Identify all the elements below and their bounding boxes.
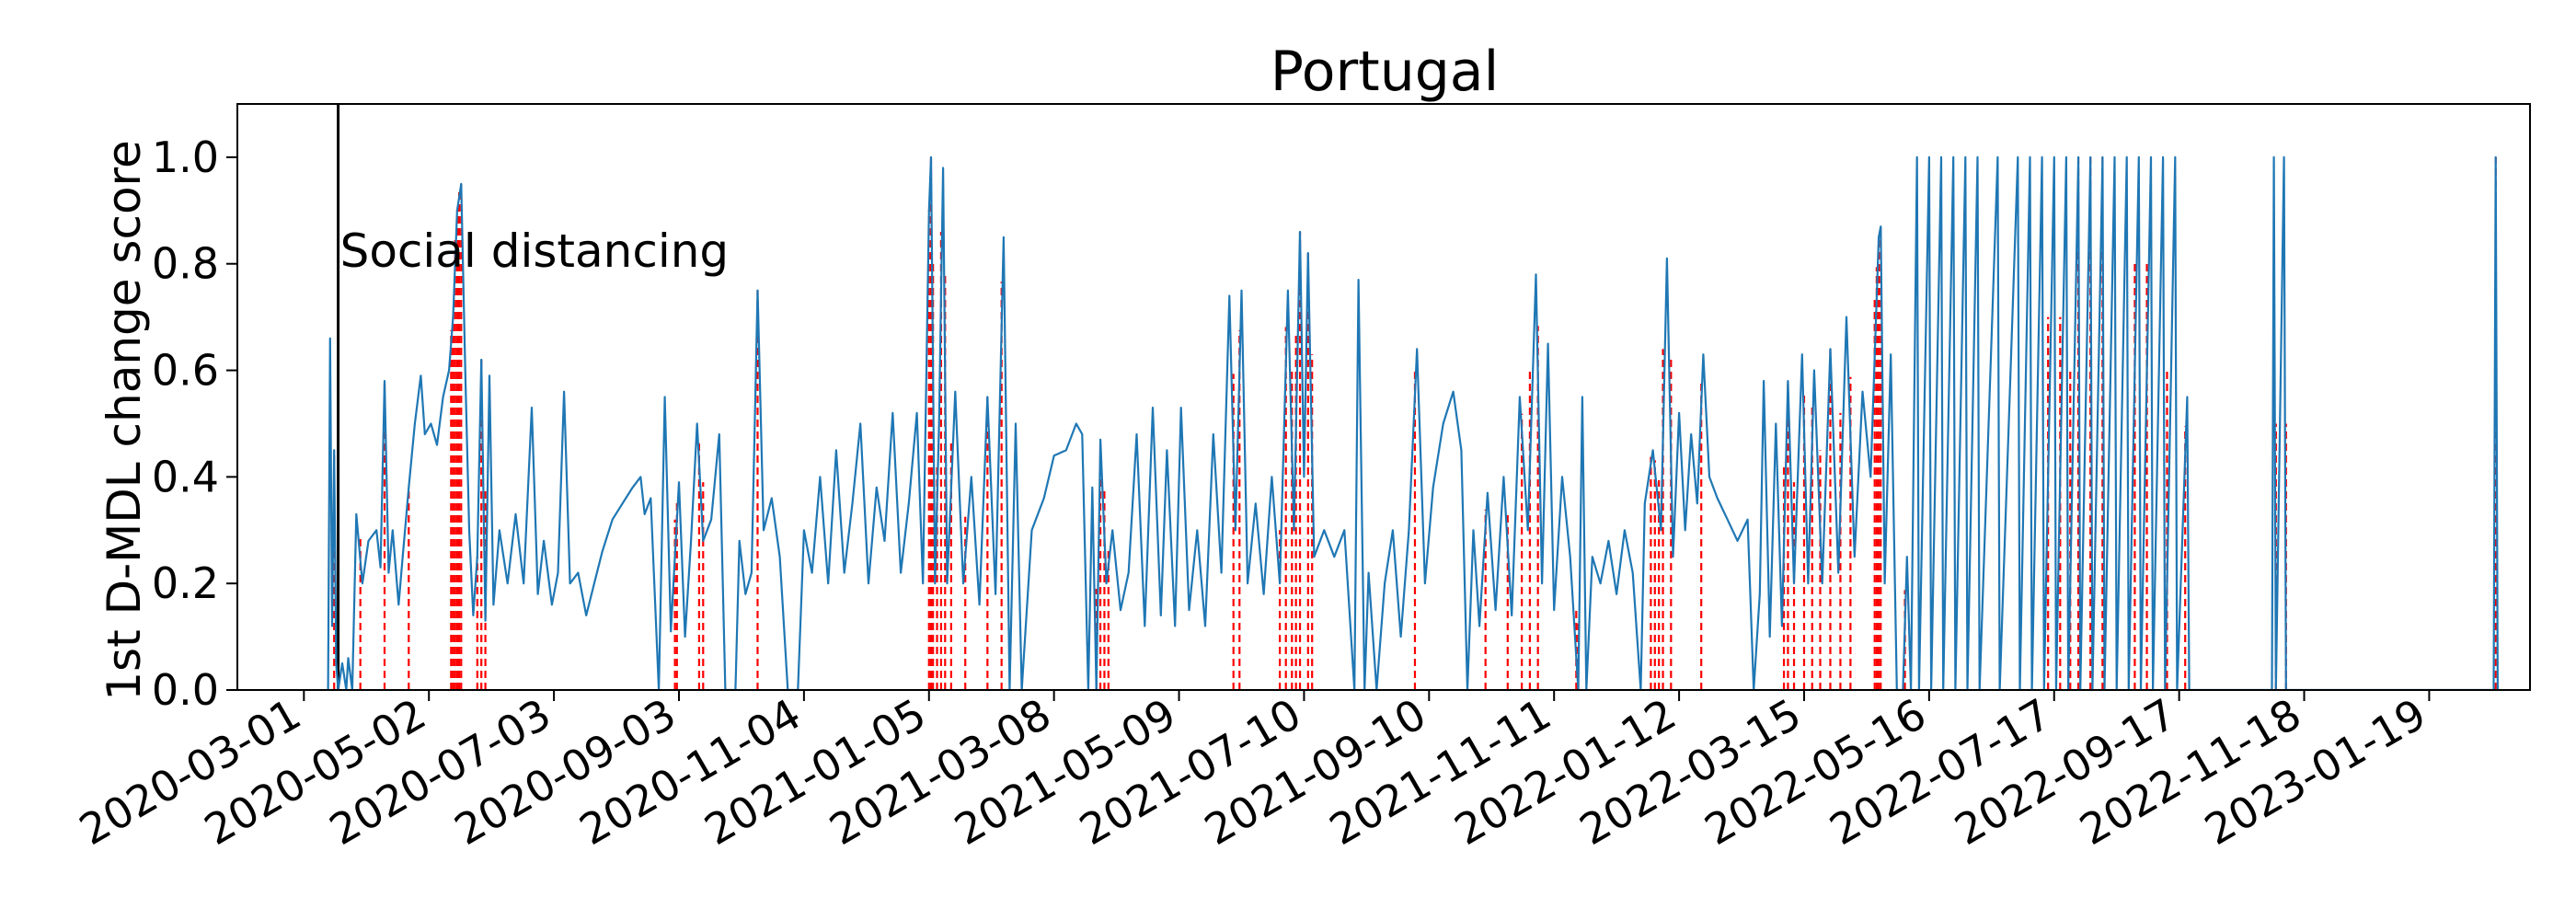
y-tick-label: 1.0 — [152, 132, 219, 182]
plot-frame — [236, 103, 2531, 691]
y-tick-label: 0.2 — [152, 558, 219, 608]
annotation-label: Social distancing — [340, 224, 730, 278]
y-tick-label: 0.0 — [152, 665, 219, 715]
series-line — [327, 155, 2499, 690]
y-tick-label: 0.8 — [152, 239, 219, 289]
y-tick-label: 0.4 — [152, 452, 219, 501]
chart-title: Portugal — [1271, 40, 1500, 104]
y-tick-label: 0.6 — [152, 346, 219, 396]
y-axis-label: 1st D-MDL change score — [98, 140, 151, 701]
